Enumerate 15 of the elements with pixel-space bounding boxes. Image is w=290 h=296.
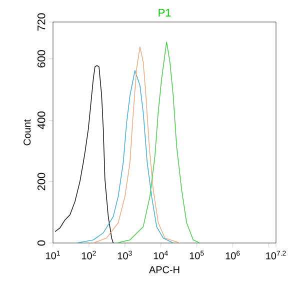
x-tick-label: 10$^{2}$ bbox=[82, 250, 96, 260]
x-tick-label: 10$^{1}$ bbox=[46, 250, 60, 260]
x-tick-label: 10$^{7.2}$ bbox=[266, 250, 286, 260]
y-tick-label: 400 bbox=[37, 112, 46, 130]
x-tick-label: 10$^{4}$ bbox=[154, 250, 168, 260]
y-tick-label: 0 bbox=[37, 240, 46, 246]
y-tick-label: 720 bbox=[37, 13, 46, 31]
y-tick-label: 600 bbox=[37, 50, 46, 68]
y-tick-label: 200 bbox=[37, 172, 46, 190]
x-axis-title: APC-H bbox=[149, 266, 180, 274]
x-tick-label: 10$^{3}$ bbox=[118, 250, 132, 260]
x-tick-label: 10$^{6}$ bbox=[226, 250, 240, 260]
y-axis-title: Count bbox=[24, 119, 31, 146]
x-tick-label: 10$^{5}$ bbox=[190, 250, 204, 260]
chart-title: P1 bbox=[158, 8, 171, 16]
